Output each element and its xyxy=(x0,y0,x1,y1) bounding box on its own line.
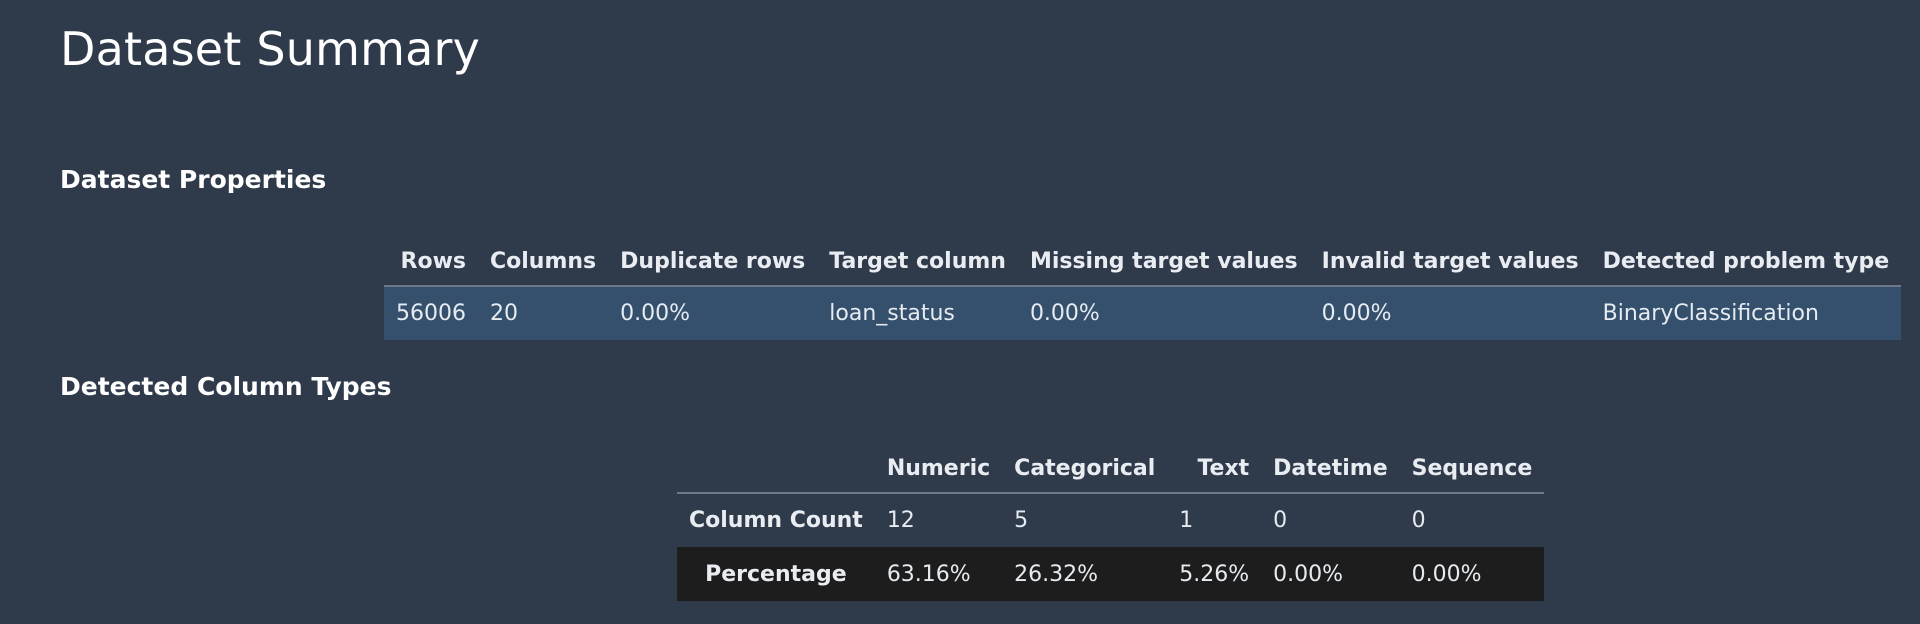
cell-datetime-count: 0 xyxy=(1273,508,1288,533)
dataset-properties-table: Rows Columns Duplicate rows Target colum… xyxy=(384,238,1902,340)
cell-missing-target-values: 0.00% xyxy=(1029,301,1100,326)
cell-detected-problem-type: BinaryClassification xyxy=(1602,301,1819,326)
row-header-percentage: Percentage xyxy=(705,561,847,587)
column-header-numeric: Numeric xyxy=(874,445,1003,494)
cell-columns: 20 xyxy=(490,301,518,326)
column-types-table: Numeric Categorical Text Datetime Sequen… xyxy=(677,445,1545,601)
column-header-detected-problem-type: Detected problem type xyxy=(1590,238,1902,287)
cell-invalid-target-values: 0.00% xyxy=(1321,301,1392,326)
cell-datetime-percentage: 0.00% xyxy=(1273,561,1344,587)
column-header-sequence: Sequence xyxy=(1399,445,1545,494)
table-header-row: Rows Columns Duplicate rows Target colum… xyxy=(384,238,1902,287)
cell-sequence-percentage: 0.00% xyxy=(1411,561,1482,587)
column-header-rows: Rows xyxy=(384,238,478,287)
column-header-invalid-target-values: Invalid target values xyxy=(1309,238,1591,287)
column-header-categorical: Categorical xyxy=(1002,445,1168,494)
row-header-column-count: Column Count xyxy=(689,508,863,533)
column-header-duplicate-rows: Duplicate rows xyxy=(608,238,818,287)
dataset-properties-title: Dataset Properties xyxy=(60,165,327,194)
column-header-text: Text xyxy=(1167,445,1262,494)
cell-numeric-count: 12 xyxy=(886,508,915,533)
cell-text-count: 1 xyxy=(1179,508,1194,533)
cell-target-column: loan_status xyxy=(829,301,955,326)
detected-column-types-title: Detected Column Types xyxy=(60,372,392,401)
column-header-target-column: Target column xyxy=(817,238,1018,287)
column-header-blank xyxy=(677,445,875,494)
cell-rows: 56006 xyxy=(396,301,466,326)
table-row: Percentage 63.16% 26.32% 5.26% 0.00% 0.0… xyxy=(677,547,1545,601)
page-title: Dataset Summary xyxy=(60,22,481,76)
cell-categorical-count: 5 xyxy=(1014,508,1029,533)
table-header-row: Numeric Categorical Text Datetime Sequen… xyxy=(677,445,1545,494)
table-row: Column Count 12 5 1 0 0 xyxy=(677,493,1544,547)
column-header-columns: Columns xyxy=(478,238,609,287)
column-header-missing-target-values: Missing target values xyxy=(1017,238,1310,287)
cell-categorical-percentage: 26.32% xyxy=(1014,561,1099,587)
cell-duplicate-rows: 0.00% xyxy=(620,301,691,326)
cell-text-percentage: 5.26% xyxy=(1179,561,1250,587)
table-row: 56006 20 0.00% loan_status 0.00% 0.00% B… xyxy=(384,286,1902,340)
cell-sequence-count: 0 xyxy=(1411,508,1426,533)
cell-numeric-percentage: 63.16% xyxy=(886,561,971,587)
column-header-datetime: Datetime xyxy=(1261,445,1400,494)
